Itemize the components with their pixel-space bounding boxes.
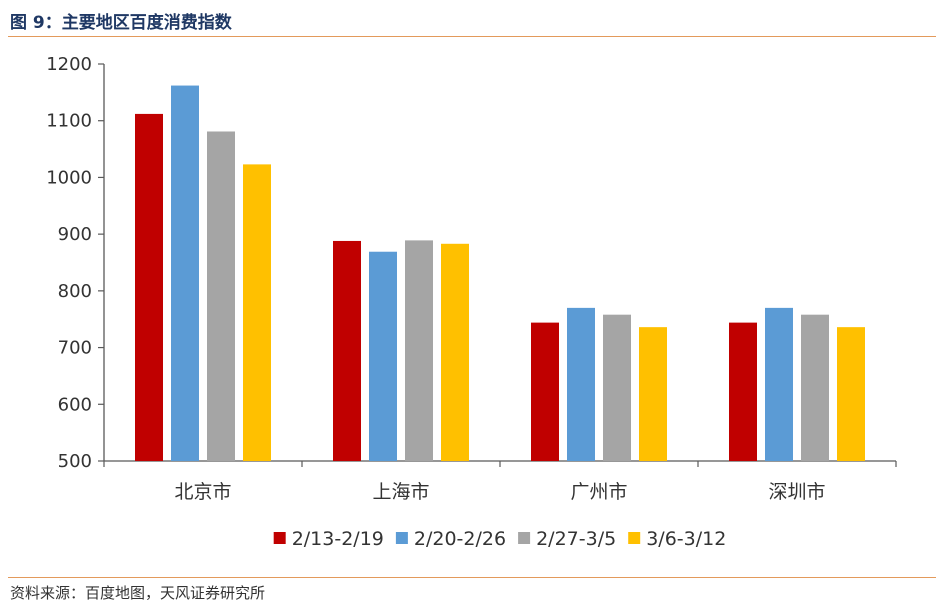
- bar: [441, 243, 469, 461]
- legend-swatch: [518, 532, 531, 544]
- bar: [207, 131, 235, 462]
- y-tick-label: 700: [58, 338, 92, 359]
- legend-label: 3/6-3/12: [646, 528, 726, 550]
- bar: [171, 85, 199, 462]
- legend-label: 2/20-2/26: [414, 528, 506, 550]
- x-category-label: 上海市: [372, 481, 429, 503]
- y-tick-label: 1100: [46, 111, 92, 132]
- bar: [567, 307, 595, 461]
- y-tick-label: 900: [58, 224, 92, 245]
- bar: [729, 322, 757, 461]
- bar: [405, 240, 433, 461]
- bar: [603, 314, 631, 461]
- y-tick-label: 1000: [46, 167, 92, 188]
- bar: [369, 251, 397, 461]
- bar: [135, 113, 163, 461]
- bar-chart: 500 600 700 800 900 1000 1100 1200 北京市 上海市 广州市 深圳市 2…: [46, 54, 897, 550]
- x-category-label: 广州市: [570, 481, 627, 503]
- source-note: 资料来源：百度地图，天风证券研究所: [10, 584, 266, 602]
- x-category-label: 北京市: [174, 481, 231, 503]
- bar: [333, 240, 361, 461]
- bar: [639, 327, 667, 461]
- bar: [531, 322, 559, 461]
- figure-title: 图 9：主要地区百度消费指数: [10, 13, 232, 33]
- legend-swatch: [628, 532, 641, 544]
- legend-label: 2/13-2/19: [292, 528, 384, 550]
- x-category-label: 深圳市: [768, 481, 825, 503]
- y-tick-label: 800: [58, 281, 92, 302]
- bar: [243, 164, 271, 462]
- bar: [765, 307, 793, 461]
- y-tick-label: 600: [58, 394, 92, 415]
- bar: [837, 327, 865, 461]
- legend-swatch: [273, 532, 286, 544]
- top-divider: [8, 36, 936, 37]
- bar: [801, 314, 829, 461]
- legend-swatch: [395, 532, 408, 544]
- legend-label: 2/27-3/5: [536, 528, 616, 550]
- y-tick-label: 1200: [46, 54, 92, 75]
- y-tick-label: 500: [58, 451, 92, 472]
- bottom-divider: [8, 577, 936, 578]
